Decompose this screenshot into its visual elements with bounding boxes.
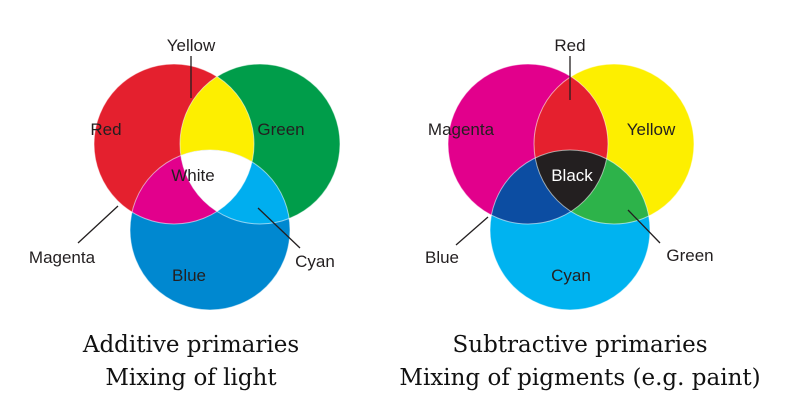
- subtractive-label-yellow: Yellow: [627, 120, 676, 139]
- subtractive-diagram: Red Magenta Yellow Black Blue Green Cyan…: [399, 36, 760, 391]
- additive-label-white: White: [171, 166, 214, 185]
- additive-diagram: Yellow Red Green White Magenta Cyan Blue…: [29, 36, 341, 391]
- blue-leader-line: [455, 216, 489, 246]
- additive-caption-line1: Additive primaries: [82, 332, 299, 358]
- additive-label-yellow: Yellow: [167, 36, 216, 55]
- subtractive-label-cyan: Cyan: [551, 266, 591, 285]
- additive-label-cyan: Cyan: [295, 252, 335, 271]
- subtractive-label-blue: Blue: [425, 248, 459, 267]
- additive-label-red: Red: [90, 120, 121, 139]
- green-leader-line: [627, 209, 661, 244]
- magenta-leader-line: [77, 205, 119, 244]
- subtractive-label-red: Red: [554, 36, 585, 55]
- additive-label-magenta: Magenta: [29, 248, 96, 267]
- subtractive-caption-line2: Mixing of pigments (e.g. paint): [399, 365, 760, 391]
- subtractive-caption-line1: Subtractive primaries: [453, 332, 708, 358]
- additive-label-green: Green: [257, 120, 304, 139]
- subtractive-label-green: Green: [666, 246, 713, 265]
- additive-caption-line2: Mixing of light: [105, 365, 277, 391]
- subtractive-label-black: Black: [551, 166, 593, 185]
- cyan-leader-line: [257, 207, 301, 249]
- subtractive-label-magenta: Magenta: [428, 120, 495, 139]
- additive-label-blue: Blue: [172, 266, 206, 285]
